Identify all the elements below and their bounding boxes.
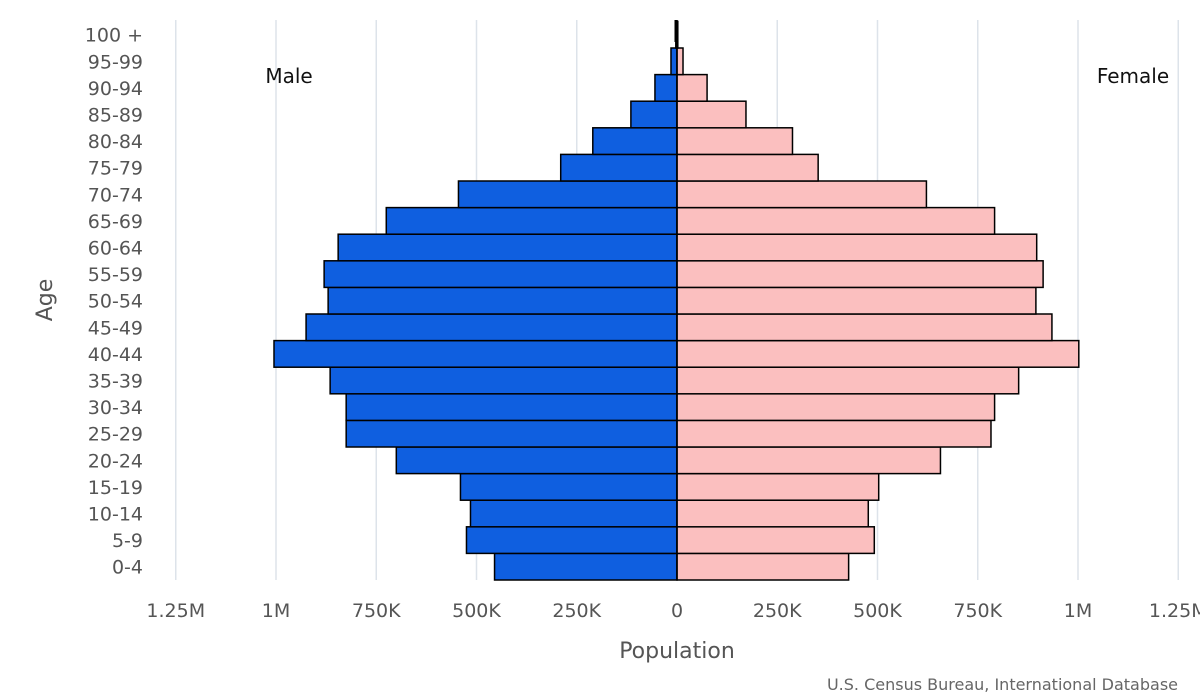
female-bar-35-39: [676, 366, 1020, 395]
x-tick-label: 1.25M: [146, 600, 205, 622]
y-tick-label: 25-29: [88, 424, 143, 446]
male-bar-30-34: [345, 393, 678, 422]
y-tick-label: 15-19: [88, 477, 143, 499]
female-bar-50-54: [676, 286, 1037, 315]
x-tick-label: 750K: [953, 600, 1002, 622]
male-bar-20-24: [395, 446, 678, 475]
male-bar-90-94: [654, 73, 678, 102]
y-tick-label: 95-99: [88, 51, 143, 73]
x-tick-label: 1M: [1064, 600, 1092, 622]
female-bar-0-4: [676, 552, 850, 581]
female-bar-80-84: [676, 127, 794, 156]
y-tick-label: 90-94: [88, 78, 143, 100]
y-tick-label: 30-34: [88, 397, 143, 419]
x-tick-label: 0: [671, 600, 683, 622]
y-tick-label: 70-74: [88, 184, 143, 206]
female-bar-40-44: [676, 339, 1080, 368]
male-bar-5-9: [465, 526, 678, 555]
male-bar-0-4: [493, 552, 678, 581]
female-side-label: Female: [1097, 64, 1169, 88]
female-bar-25-29: [676, 419, 992, 448]
y-tick-label: 20-24: [88, 450, 143, 472]
male-bar-55-59: [323, 260, 678, 289]
female-bar-15-19: [676, 472, 880, 501]
y-tick-label: 65-69: [88, 211, 143, 233]
y-tick-label: 40-44: [88, 344, 143, 366]
male-bar-75-79: [559, 153, 678, 182]
y-tick-label: 80-84: [88, 131, 143, 153]
male-bar-25-29: [345, 419, 678, 448]
y-tick-label: 50-54: [88, 291, 143, 313]
male-bar-10-14: [469, 499, 678, 528]
y-tick-label: 55-59: [88, 264, 143, 286]
y-tick-label: 35-39: [88, 371, 143, 393]
x-axis-title: Population: [619, 639, 735, 664]
male-bar-50-54: [327, 286, 678, 315]
male-bar-80-84: [592, 127, 678, 156]
y-tick-label: 0-4: [112, 557, 143, 579]
female-bar-85-89: [676, 100, 747, 129]
male-bar-85-89: [630, 100, 678, 129]
bars: [273, 20, 1080, 581]
x-tick-label: 1M: [262, 600, 290, 622]
y-axis-tick-labels: 0-4 5-9 10-14 15-19 20-24 25-29 30-34 35-39 40-4…: [85, 25, 143, 579]
male-bar-40-44: [273, 339, 678, 368]
y-tick-label: 5-9: [112, 530, 143, 552]
y-tick-label: 85-89: [88, 105, 143, 127]
x-axis-tick-labels: 1.25M 1M 750K 500K 250K 0 250K 500K 750K 1M 1.25M: [146, 600, 1200, 622]
female-bar-75-79: [676, 153, 819, 182]
source-credit: U.S. Census Bureau, International Databa…: [827, 675, 1178, 694]
female-bar-55-59: [676, 260, 1044, 289]
y-tick-label: 45-49: [88, 317, 143, 339]
female-bar-30-34: [676, 393, 996, 422]
male-bar-70-74: [457, 180, 678, 209]
male-bar-35-39: [329, 366, 678, 395]
y-tick-label: 100 +: [85, 25, 143, 47]
female-bar-70-74: [676, 180, 928, 209]
y-axis-title: Age: [33, 279, 58, 322]
male-bar-95-99: [670, 47, 678, 76]
x-tick-label: 250K: [552, 600, 601, 622]
female-bar-5-9: [676, 526, 876, 555]
male-bar-60-64: [337, 233, 678, 262]
x-tick-label: 1.25M: [1149, 600, 1200, 622]
male-bar-45-49: [305, 313, 678, 342]
female-bar-90-94: [676, 73, 708, 102]
x-tick-label: 750K: [352, 600, 401, 622]
female-bar-20-24: [676, 446, 942, 475]
male-side-label: Male: [265, 64, 312, 88]
female-bar-65-69: [676, 206, 996, 235]
female-bar-10-14: [676, 499, 870, 528]
female-bar-45-49: [676, 313, 1053, 342]
female-bar-95-99: [676, 47, 684, 76]
male-bar-15-19: [459, 472, 678, 501]
female-bar-60-64: [676, 233, 1038, 262]
x-tick-label: 500K: [452, 600, 501, 622]
x-tick-label: 250K: [753, 600, 802, 622]
male-bar-65-69: [385, 206, 678, 235]
y-tick-label: 60-64: [88, 238, 143, 260]
x-tick-label: 500K: [853, 600, 902, 622]
y-tick-label: 10-14: [88, 504, 143, 526]
y-tick-label: 75-79: [88, 158, 143, 180]
